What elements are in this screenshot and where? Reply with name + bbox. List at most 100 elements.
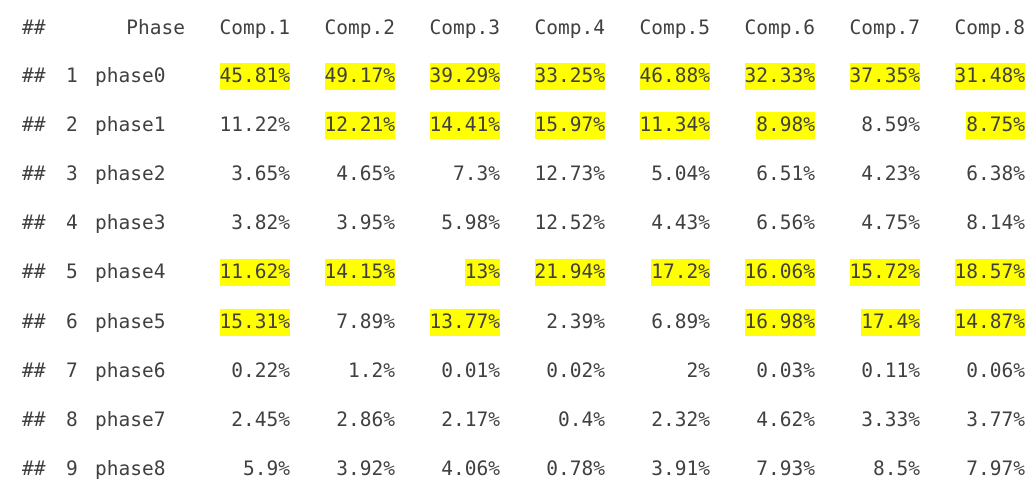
- row-number: 7: [66, 358, 78, 382]
- highlighted-value: 13%: [464, 259, 500, 287]
- value-cell-comp3: 5.98%: [408, 208, 500, 238]
- phase-label: phase4: [95, 260, 166, 284]
- highlighted-value: 11.62%: [219, 259, 290, 287]
- highlighted-value: 33.25%: [534, 63, 605, 90]
- table-row: ## 4 phase3 3.82% 3.95% 5.98% 12.52% 4.43% 6.56%…: [0, 208, 1028, 238]
- prompt-marker: ##: [22, 309, 46, 333]
- value-cell-comp4: 12.52%: [513, 208, 605, 238]
- value-text: 8.14%: [966, 211, 1025, 235]
- value-cell-comp2: 7.89%: [303, 307, 395, 337]
- column-header-comp7: Comp.7: [849, 16, 920, 39]
- value-cell-comp7: 15.72%: [828, 257, 920, 287]
- highlighted-value: 15.72%: [849, 259, 920, 287]
- value-text: 3.77%: [966, 407, 1025, 431]
- value-cell-comp8: 0.06%: [933, 356, 1025, 386]
- value-text: 12.52%: [534, 211, 605, 235]
- value-cell-comp3: 14.41%: [408, 110, 500, 140]
- value-cell-comp2: 2.86%: [303, 405, 395, 435]
- value-text: 3.82%: [231, 211, 290, 235]
- value-cell-comp8: 7.97%: [933, 454, 1025, 484]
- value-cell-comp7: 17.4%: [828, 307, 920, 337]
- phase-label: phase3: [95, 211, 166, 235]
- value-cell-comp4: 12.73%: [513, 159, 605, 189]
- value-text: 3.33%: [861, 407, 920, 431]
- row-number: 3: [66, 162, 78, 186]
- value-cell-comp4: 21.94%: [513, 257, 605, 287]
- value-cell-comp6: 16.98%: [723, 307, 815, 337]
- table-row: ## 9 phase8 5.9% 3.92% 4.06% 0.78% 3.91% 7.93% 8.…: [0, 454, 1028, 484]
- value-text: 0.06%: [966, 358, 1025, 382]
- value-cell-comp7: 4.23%: [828, 159, 920, 189]
- phase-label: phase0: [95, 64, 166, 87]
- value-cell-comp5: 2%: [618, 356, 710, 386]
- value-text: 3.91%: [651, 456, 710, 480]
- value-cell-comp8: 3.77%: [933, 405, 1025, 435]
- value-text: 0.01%: [441, 358, 500, 382]
- prompt-marker: ##: [22, 113, 46, 137]
- value-text: 7.3%: [453, 162, 500, 186]
- value-text: 2%: [686, 358, 710, 382]
- phase-label: phase8: [95, 456, 166, 480]
- value-cell-comp4: 33.25%: [513, 61, 605, 91]
- value-cell-comp2: 3.95%: [303, 208, 395, 238]
- value-text: 4.65%: [336, 162, 395, 186]
- value-cell-comp8: 18.57%: [933, 257, 1025, 287]
- value-cell-comp5: 17.2%: [618, 257, 710, 287]
- prompt-marker: ##: [22, 211, 46, 235]
- prompt-marker: ##: [22, 456, 46, 480]
- value-text: 0.11%: [861, 358, 920, 382]
- prompt-marker: ##: [22, 162, 46, 186]
- highlighted-value: 12.21%: [324, 112, 395, 140]
- value-text: 2.45%: [231, 407, 290, 431]
- column-header-comp3: Comp.3: [429, 16, 500, 39]
- value-cell-comp3: 2.17%: [408, 405, 500, 435]
- value-cell-comp2: 49.17%: [303, 61, 395, 91]
- value-cell-comp6: 16.06%: [723, 257, 815, 287]
- value-text: 8.59%: [861, 113, 920, 137]
- value-cell-comp5: 4.43%: [618, 208, 710, 238]
- column-header-comp5: Comp.5: [639, 16, 710, 39]
- value-cell-comp2: 3.92%: [303, 454, 395, 484]
- highlighted-value: 46.88%: [639, 63, 710, 90]
- highlighted-value: 49.17%: [324, 63, 395, 90]
- value-cell-comp6: 6.51%: [723, 159, 815, 189]
- table-row: ## 2 phase1 11.22% 12.21% 14.41% 15.97% 11.34% 8…: [0, 110, 1028, 140]
- value-cell-comp4: 15.97%: [513, 110, 605, 140]
- value-cell-comp4: 0.78%: [513, 454, 605, 484]
- column-header-comp2: Comp.2: [324, 16, 395, 39]
- highlighted-value: 15.97%: [534, 112, 605, 140]
- value-cell-comp2: 14.15%: [303, 257, 395, 287]
- value-text: 11.22%: [219, 113, 290, 137]
- value-cell-comp6: 7.93%: [723, 454, 815, 484]
- column-header-comp1: Comp.1: [219, 16, 290, 39]
- value-cell-comp6: 0.03%: [723, 356, 815, 386]
- value-text: 7.89%: [336, 309, 395, 333]
- value-cell-comp7: 8.59%: [828, 110, 920, 140]
- column-header-comp8: Comp.8: [954, 16, 1025, 39]
- value-text: 4.43%: [651, 211, 710, 235]
- value-cell-comp6: 32.33%: [723, 61, 815, 91]
- value-text: 6.38%: [966, 162, 1025, 186]
- highlighted-value: 37.35%: [849, 63, 920, 90]
- value-cell-comp8: 14.87%: [933, 307, 1025, 337]
- highlighted-value: 31.48%: [954, 63, 1025, 90]
- value-text: 0.4%: [558, 407, 605, 431]
- value-cell-comp1: 3.65%: [198, 159, 290, 189]
- value-cell-comp6: 4.62%: [723, 405, 815, 435]
- column-header-comp4: Comp.4: [534, 16, 605, 39]
- value-cell-comp1: 2.45%: [198, 405, 290, 435]
- row-number: 1: [66, 64, 78, 87]
- value-cell-comp7: 0.11%: [828, 356, 920, 386]
- value-text: 8.5%: [873, 456, 920, 480]
- highlighted-value: 45.81%: [219, 63, 290, 90]
- value-text: 2.39%: [546, 309, 605, 333]
- value-cell-comp7: 37.35%: [828, 61, 920, 91]
- value-text: 3.95%: [336, 211, 395, 235]
- value-cell-comp3: 13%: [408, 257, 500, 287]
- value-cell-comp5: 3.91%: [618, 454, 710, 484]
- highlighted-value: 16.98%: [744, 308, 815, 336]
- prompt-marker: ##: [22, 260, 46, 284]
- prompt-marker: ##: [22, 16, 46, 39]
- value-text: 0.03%: [756, 358, 815, 382]
- value-cell-comp1: 45.81%: [198, 61, 290, 91]
